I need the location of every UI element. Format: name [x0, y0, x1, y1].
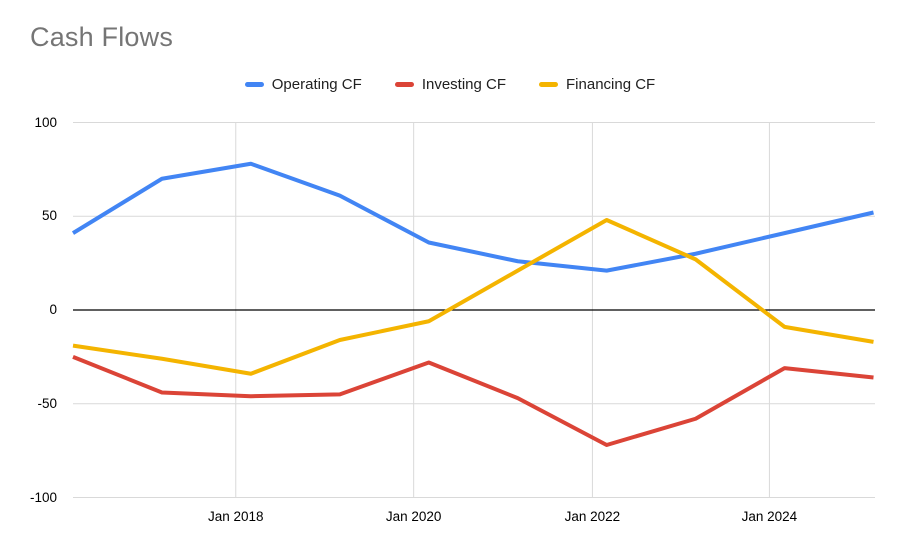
x-axis-tick-label: Jan 2022 [564, 509, 621, 524]
chart-title: Cash Flows [30, 22, 174, 52]
series-line-operating-cf [71, 161, 874, 273]
x-axis-tick-label: Jan 2018 [207, 509, 264, 524]
x-axis-tick-label: Jan 2020 [385, 509, 442, 524]
y-axis-tick-label: -50 [37, 395, 57, 411]
legend-swatch-financing-icon [539, 82, 559, 87]
legend-swatch-operating-icon [244, 82, 264, 87]
chart-legend: Operating CF Investing CF Financing CF [0, 76, 900, 93]
y-axis-tick-label: 100 [34, 114, 57, 130]
legend-label: Investing CF [421, 76, 507, 93]
y-axis-tick-label: 0 [49, 302, 57, 317]
legend-swatch-investing-icon [394, 82, 414, 87]
legend-item-investing-cf: Investing CF [394, 76, 507, 93]
x-axis-tick-label: Jan 2024 [741, 509, 798, 524]
legend-item-financing-cf: Financing CF [539, 76, 655, 93]
y-axis-tick-label: 50 [41, 208, 57, 224]
series-line-financing-cf [72, 218, 874, 376]
legend-item-operating-cf: Operating CF [244, 76, 362, 93]
legend-label: Financing CF [566, 76, 656, 93]
legend-label: Operating CF [271, 76, 362, 93]
y-axis-tick-label: -100 [29, 489, 57, 505]
series-line-investing-cf [72, 355, 874, 447]
